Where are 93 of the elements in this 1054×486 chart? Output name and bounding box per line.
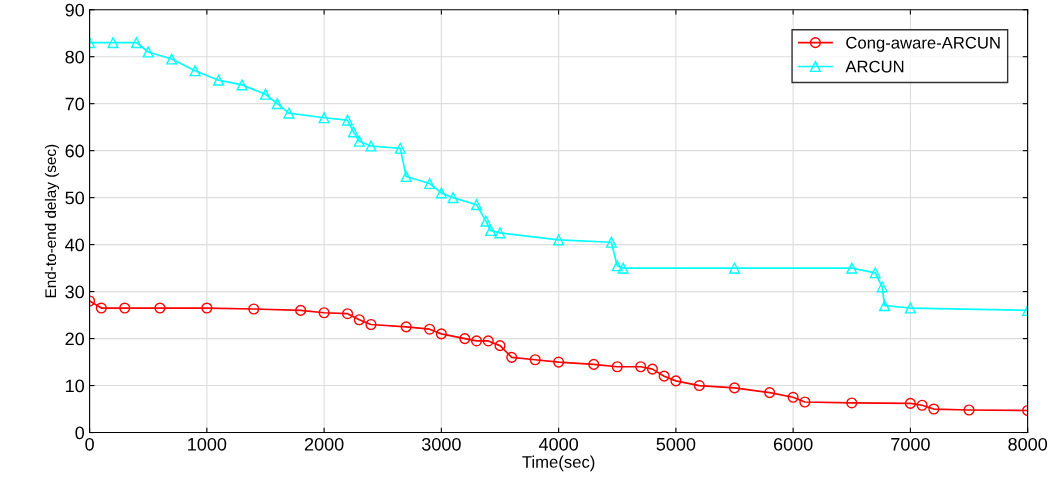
- y-tick-label: 20: [65, 332, 85, 346]
- point: [459, 333, 471, 345]
- point: [189, 65, 201, 77]
- point: [553, 356, 565, 368]
- y-tick-label: 90: [65, 3, 85, 17]
- x-tick-label: 0: [85, 437, 94, 451]
- point: [605, 236, 617, 248]
- point: [494, 340, 506, 352]
- y-tick-label: 60: [65, 144, 85, 158]
- point: [904, 302, 916, 314]
- y-tick-label: 70: [65, 97, 85, 111]
- point: [353, 135, 365, 147]
- point: [728, 382, 741, 394]
- y-tick-label: 40: [65, 238, 85, 252]
- point: [394, 142, 406, 154]
- point: [119, 302, 131, 314]
- point: [529, 354, 541, 366]
- point: [658, 370, 670, 382]
- point: [365, 140, 377, 152]
- point: [787, 391, 799, 403]
- point: [447, 192, 459, 204]
- point: [213, 74, 225, 86]
- point: [347, 126, 359, 138]
- point: [424, 177, 436, 190]
- point: [236, 79, 248, 91]
- point: [916, 399, 928, 411]
- legend-label: ARCUN: [845, 60, 904, 73]
- point: [846, 397, 858, 409]
- x-tick-label: 5000: [656, 437, 696, 451]
- point: [470, 335, 483, 347]
- point: [435, 328, 447, 340]
- x-tick-label: 7000: [891, 437, 930, 451]
- point: [876, 281, 888, 293]
- point: [617, 262, 629, 274]
- y-tick-label: 30: [65, 285, 85, 299]
- point: [670, 375, 682, 387]
- point: [318, 112, 330, 124]
- y-tick-label: 50: [65, 191, 85, 205]
- point: [470, 199, 483, 211]
- y-tick-label: 10: [66, 379, 85, 393]
- x-tick-label: 1000: [188, 437, 227, 451]
- point: [480, 215, 492, 227]
- point: [154, 302, 166, 314]
- point: [963, 404, 975, 416]
- x-tick-label: 4000: [538, 437, 578, 451]
- point: [107, 37, 119, 49]
- point: [635, 361, 647, 373]
- point: [588, 358, 600, 370]
- y-axis-title: End-to-end delay (sec): [44, 144, 60, 298]
- point: [846, 262, 858, 274]
- point: [400, 321, 412, 333]
- point: [799, 396, 811, 408]
- point: [646, 363, 658, 375]
- point: [259, 88, 272, 100]
- point: [904, 397, 916, 409]
- point: [166, 53, 178, 65]
- point: [248, 303, 260, 315]
- y-tick-label: 0: [75, 426, 85, 440]
- point: [693, 380, 705, 392]
- x-tick-label: 2000: [304, 437, 344, 451]
- x-tick-label: 6000: [773, 437, 813, 451]
- point: [295, 304, 307, 316]
- legend-label: Cong-aware-ARCUN: [846, 36, 1000, 52]
- point: [201, 302, 213, 314]
- point: [353, 314, 365, 326]
- point: [342, 114, 354, 126]
- point: [95, 302, 107, 314]
- point: [553, 234, 565, 246]
- point: [869, 267, 881, 279]
- point: [482, 335, 494, 347]
- point: [271, 98, 283, 110]
- point: [424, 323, 436, 335]
- y-tick-label: 80: [65, 50, 85, 64]
- point: [400, 170, 412, 183]
- point: [142, 46, 154, 58]
- point: [342, 308, 354, 320]
- point: [283, 107, 295, 119]
- point: [611, 260, 623, 272]
- point: [879, 300, 891, 312]
- point: [928, 403, 940, 415]
- point: [611, 361, 623, 373]
- point: [435, 187, 447, 199]
- point: [130, 37, 143, 49]
- point: [494, 227, 506, 239]
- x-tick-label: 8000: [1008, 437, 1048, 451]
- point: [365, 318, 377, 331]
- x-tick-label: 3000: [421, 437, 461, 451]
- point: [485, 224, 497, 237]
- x-axis-title: Time(sec): [522, 455, 595, 472]
- point: [318, 307, 330, 319]
- point: [506, 351, 518, 363]
- point: [764, 387, 776, 399]
- point: [728, 262, 741, 274]
